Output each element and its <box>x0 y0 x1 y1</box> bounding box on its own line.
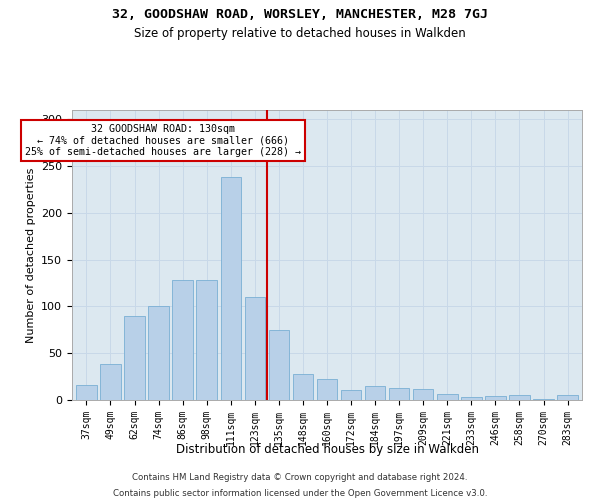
Bar <box>485 396 506 400</box>
Bar <box>533 399 554 400</box>
Bar <box>509 396 530 400</box>
Text: Size of property relative to detached houses in Walkden: Size of property relative to detached ho… <box>134 28 466 40</box>
Bar <box>269 330 289 400</box>
Bar <box>557 396 578 400</box>
Bar <box>389 388 409 400</box>
Bar <box>413 389 433 400</box>
Bar <box>196 280 217 400</box>
Bar <box>221 178 241 400</box>
Bar <box>76 385 97 400</box>
Bar <box>124 316 145 400</box>
Text: 32, GOODSHAW ROAD, WORSLEY, MANCHESTER, M28 7GJ: 32, GOODSHAW ROAD, WORSLEY, MANCHESTER, … <box>112 8 488 20</box>
Bar <box>100 364 121 400</box>
Bar <box>172 280 193 400</box>
Bar <box>293 374 313 400</box>
Bar <box>148 306 169 400</box>
Bar <box>341 390 361 400</box>
Text: Contains public sector information licensed under the Open Government Licence v3: Contains public sector information licen… <box>113 489 487 498</box>
Text: Contains HM Land Registry data © Crown copyright and database right 2024.: Contains HM Land Registry data © Crown c… <box>132 472 468 482</box>
Bar <box>245 297 265 400</box>
Bar <box>365 386 385 400</box>
Bar <box>437 394 458 400</box>
Bar <box>461 397 482 400</box>
Y-axis label: Number of detached properties: Number of detached properties <box>26 168 35 342</box>
Text: Distribution of detached houses by size in Walkden: Distribution of detached houses by size … <box>176 442 479 456</box>
Bar <box>317 380 337 400</box>
Text: 32 GOODSHAW ROAD: 130sqm
← 74% of detached houses are smaller (666)
25% of semi-: 32 GOODSHAW ROAD: 130sqm ← 74% of detach… <box>25 124 301 157</box>
